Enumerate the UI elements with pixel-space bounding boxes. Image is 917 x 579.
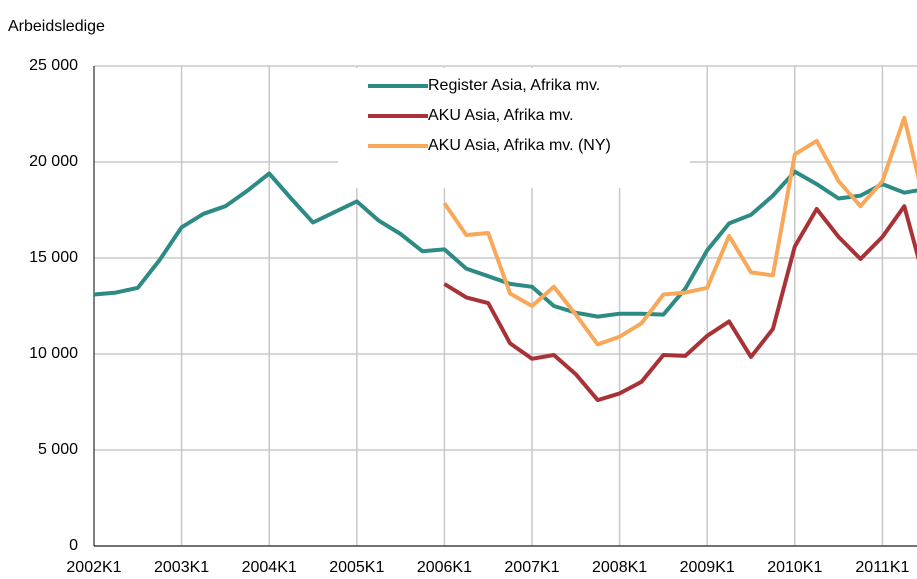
x-tick-label: 2010K1 — [767, 559, 822, 576]
y-tick-label: 25 000 — [29, 57, 78, 74]
y-tick-label: 10 000 — [29, 345, 78, 362]
y-tick-label: 5 000 — [38, 441, 78, 458]
y-axis-label: Arbeidsledige — [8, 18, 105, 35]
x-tick-label: 2009K1 — [680, 559, 735, 576]
x-tick-label: 2005K1 — [329, 559, 384, 576]
y-tick-label: 20 000 — [29, 153, 78, 170]
x-tick-label: 2011K1 — [855, 559, 909, 576]
legend-label: AKU Asia, Afrika mv. (NY) — [428, 137, 611, 154]
line-series — [442, 115, 917, 347]
line-series — [93, 169, 917, 319]
legend-label: AKU Asia, Afrika mv. — [428, 107, 574, 124]
line-series — [443, 204, 917, 403]
x-tick-label: 2006K1 — [417, 559, 472, 576]
y-tick-label: 0 — [69, 537, 78, 554]
x-tick-label: 2002K1 — [66, 559, 121, 576]
x-tick-label: 2007K1 — [504, 559, 559, 576]
x-tick-label: 2008K1 — [592, 559, 647, 576]
x-tick-label: 2004K1 — [242, 559, 297, 576]
x-tick-label: 2003K1 — [154, 559, 209, 576]
legend-label: Register Asia, Afrika mv. — [428, 77, 600, 94]
y-tick-label: 15 000 — [29, 249, 78, 266]
